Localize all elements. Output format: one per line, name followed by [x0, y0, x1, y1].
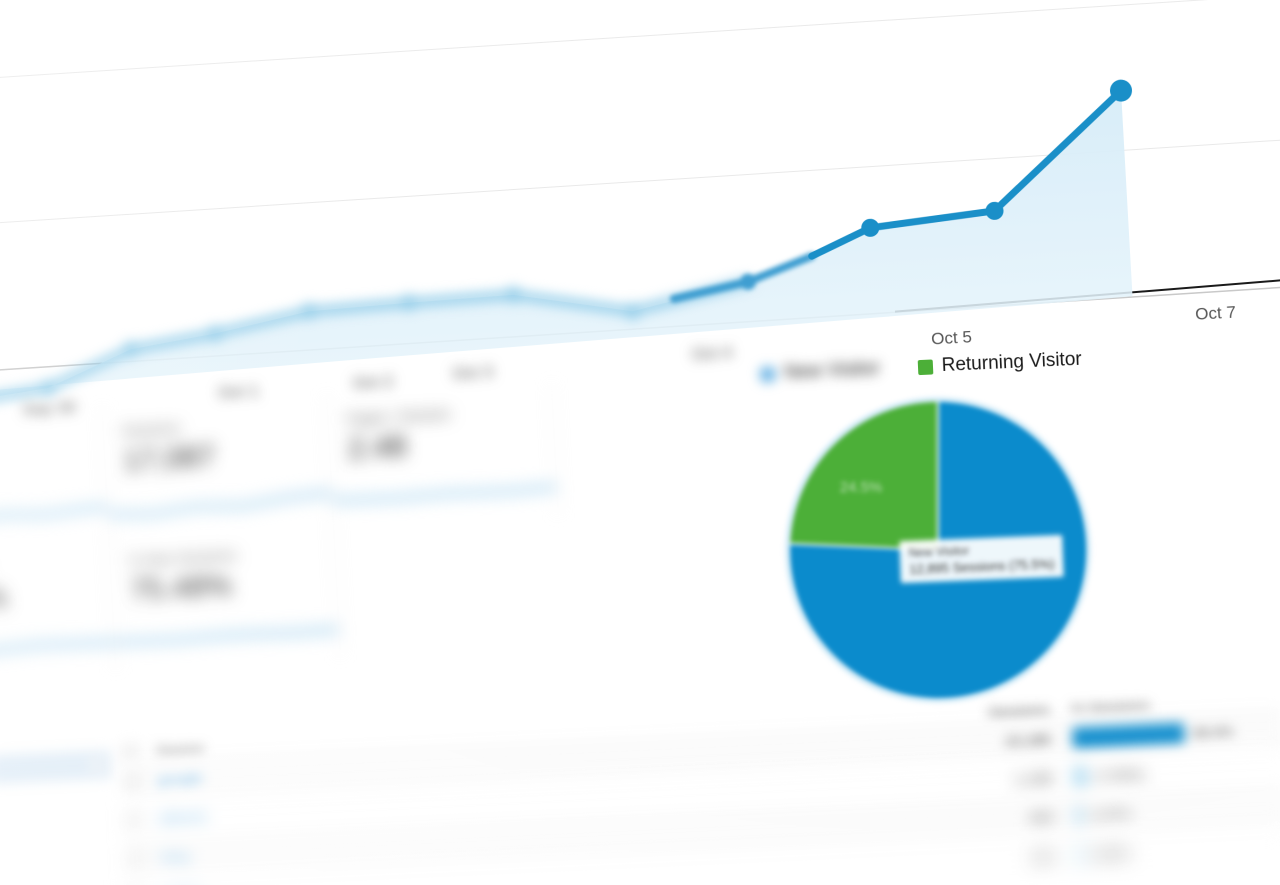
row-percent-cell: 0.89% — [1077, 835, 1280, 867]
row-checkbox[interactable] — [123, 772, 141, 791]
pie-legend: New Visitor Returning Visitor — [759, 349, 1083, 386]
row-percent-bar — [1073, 766, 1087, 789]
row-percent-cell: (7.05%) — [1073, 757, 1280, 789]
legend-label-returning-visitor: Returning Visitor — [941, 348, 1083, 377]
table-search-input[interactable] — [0, 750, 112, 784]
legend-item-returning-visitor[interactable]: Returning Visitor — [917, 349, 1082, 378]
xtick-label-4: Oct 4 — [691, 343, 733, 364]
pie-tooltip-body: 12,895 Sessions (75.5%) — [909, 556, 1055, 577]
row-checkbox-cell[interactable] — [123, 772, 158, 791]
users-card-sparkline — [0, 495, 108, 533]
sessions-card-sparkline — [107, 484, 332, 522]
row-checkbox[interactable] — [124, 811, 143, 830]
returning-visitor-swatch-icon — [917, 358, 934, 375]
new-sessions-card-value: 75.48% — [129, 569, 233, 608]
xtick-label-3: Oct 3 — [452, 362, 494, 383]
search-icon[interactable] — [87, 755, 106, 774]
pie-slice-returning-visitor[interactable] — [790, 402, 938, 550]
new-sessions-card-sparkline — [114, 613, 339, 651]
row-sessions: 402 — [1028, 809, 1055, 828]
bounce-rate-card-value: 48.89% — [0, 580, 8, 620]
users-card[interactable]: Users 7,821 — [0, 407, 110, 550]
row-checkbox[interactable] — [126, 850, 145, 869]
pages-per-session-card-value: 2.48 — [347, 429, 408, 466]
row-percent-value: (7.05%) — [1094, 766, 1145, 785]
row-sessions: 1,198 — [1014, 770, 1053, 789]
row-sessions: 151 — [1030, 847, 1057, 867]
pages-per-session-card-label: Pages / Session — [346, 405, 451, 427]
new-sessions-card-label: % New Sessions — [128, 546, 237, 569]
row-checkbox-cell[interactable] — [126, 850, 162, 869]
row-percent-value: 0.89% — [1090, 845, 1131, 863]
new-vs-returning-pie-panel: New Visitor Returning Visitor 24.5% — [735, 340, 1155, 730]
sessions-card[interactable]: Sessions 17,087 — [102, 395, 335, 538]
metric-cards-group: Users 7,821 Sessions 17,087 Page — [0, 378, 682, 719]
legend-label-new-visitor: New Visitor — [783, 357, 881, 384]
sessions-card-label: Sessions — [121, 419, 181, 439]
row-percent-cell: 89.4% — [1072, 718, 1280, 750]
xtick-label-oct7: Oct 7 — [1195, 303, 1237, 324]
sources-table: Source Sessions % Sessions google 15,186… — [121, 675, 1280, 885]
new-visitor-swatch-icon — [759, 366, 776, 382]
row-sessions: 15,186 — [1004, 731, 1051, 751]
pie-tooltip: New Visitor 12,895 Sessions (75.5%) — [899, 534, 1065, 584]
xtick-label-2: Oct 2 — [352, 372, 394, 393]
new-sessions-card[interactable]: % New Sessions 75.48% — [109, 525, 341, 668]
row-checkbox-cell[interactable] — [124, 811, 160, 830]
bounce-rate-card[interactable]: Bounce Rate 48.89% — [0, 537, 117, 679]
pages-per-session-card[interactable]: Pages / Session 2.48 — [327, 383, 559, 526]
users-card-value: 7,821 — [0, 446, 87, 490]
row-percent-bar — [1072, 722, 1185, 750]
row-percent-cell: 2.37% — [1075, 796, 1280, 828]
bounce-rate-card-sparkline — [0, 625, 114, 663]
pages-per-session-card-sparkline — [332, 472, 557, 510]
select-all-checkbox[interactable] — [121, 743, 140, 762]
sessions-card-value: 17,087 — [122, 439, 216, 478]
pie-slice-label-returning: 24.5% — [840, 479, 883, 496]
select-all-cell[interactable] — [121, 743, 157, 762]
row-percent-bar — [1075, 805, 1083, 828]
row-percent-value: 2.37% — [1090, 806, 1132, 824]
row-percent-bar — [1077, 844, 1083, 867]
legend-item-new-visitor[interactable]: New Visitor — [759, 357, 881, 385]
row-percent-value: 89.4% — [1193, 723, 1234, 742]
